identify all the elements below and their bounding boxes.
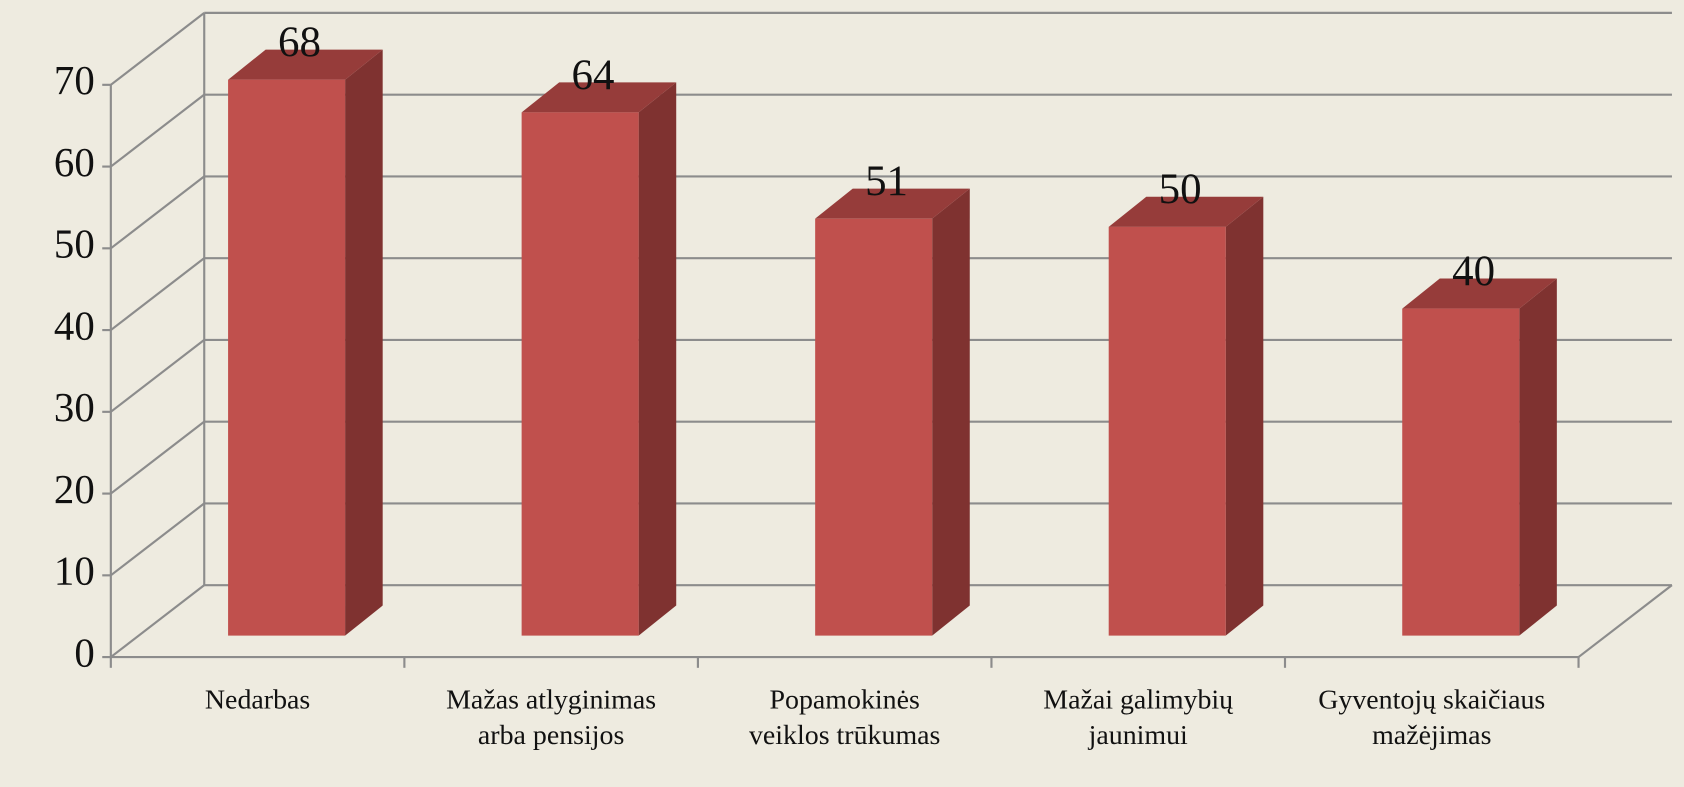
y-tick-label: 10 bbox=[54, 549, 95, 594]
value-label: 50 bbox=[1159, 166, 1202, 213]
grid-line-side bbox=[110, 93, 205, 168]
y-tick-label: 70 bbox=[54, 58, 95, 103]
bar-top bbox=[1402, 278, 1557, 309]
bar bbox=[521, 112, 639, 636]
y-tick-label: 20 bbox=[54, 467, 95, 512]
x-tick-label: Nedarbas bbox=[205, 685, 310, 716]
y-tick-label: 30 bbox=[54, 385, 95, 430]
value-label: 40 bbox=[1452, 248, 1495, 295]
bar-top bbox=[521, 82, 677, 113]
grid-line-side bbox=[110, 339, 205, 413]
bar-side bbox=[1225, 196, 1264, 636]
bar-top bbox=[815, 188, 970, 219]
grid-line-side bbox=[110, 12, 205, 86]
bar-top bbox=[228, 49, 383, 80]
bar-side bbox=[345, 49, 383, 636]
bar bbox=[815, 218, 933, 636]
bar-side bbox=[1519, 278, 1557, 636]
bar-side bbox=[932, 188, 970, 636]
x-tick-label: Popamokinės veiklos trūkumas bbox=[749, 685, 940, 751]
grid-line-side bbox=[110, 502, 205, 577]
value-label: 64 bbox=[572, 52, 615, 99]
bar-top bbox=[1108, 196, 1264, 227]
y-tick-label: 50 bbox=[54, 222, 95, 267]
grid-line-side bbox=[110, 420, 205, 495]
bar bbox=[1108, 226, 1226, 636]
value-label: 51 bbox=[865, 158, 908, 205]
bar bbox=[1402, 308, 1520, 636]
y-tick-label: 60 bbox=[54, 140, 95, 185]
bar bbox=[228, 79, 346, 636]
x-tick-label: Mažai galimybių jaunimui bbox=[1043, 685, 1233, 751]
bar-side bbox=[638, 82, 677, 636]
floor-edge bbox=[1577, 584, 1673, 658]
y-tick-label: 0 bbox=[74, 630, 94, 675]
grid-line-side bbox=[110, 257, 205, 331]
grid-line-side bbox=[110, 584, 205, 658]
x-tick-label: Gyventojų skaičiaus mažėjimas bbox=[1318, 685, 1545, 751]
y-tick-label: 40 bbox=[54, 303, 95, 348]
grid-line-side bbox=[110, 175, 205, 250]
value-label: 68 bbox=[278, 19, 321, 66]
x-tick-label: Mažas atlyginimas arba pensijos bbox=[446, 685, 656, 751]
